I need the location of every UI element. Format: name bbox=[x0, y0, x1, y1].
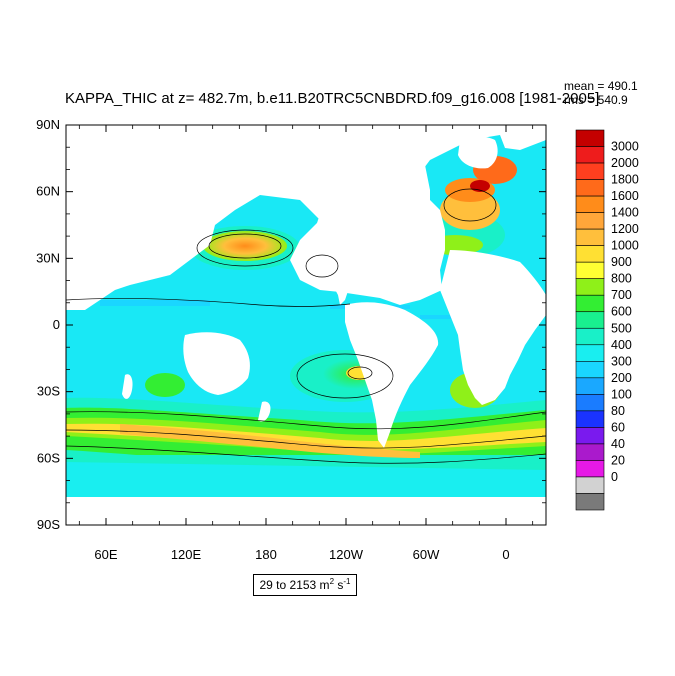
colorbar-swatch bbox=[575, 228, 605, 246]
y-tick-label: 90S bbox=[37, 517, 60, 532]
x-axis: 60E 120E 180 120W 60W 0 bbox=[78, 125, 534, 562]
colorbar-label: 500 bbox=[611, 321, 632, 335]
antarctica-land bbox=[66, 497, 546, 525]
y-tick-label: 30S bbox=[37, 384, 60, 399]
map-field bbox=[66, 125, 546, 525]
range-mid: s bbox=[334, 578, 344, 592]
contour-lines bbox=[66, 188, 546, 464]
colorbar-swatch bbox=[575, 195, 605, 213]
land-masses bbox=[66, 125, 546, 525]
y-tick-label: 60S bbox=[37, 450, 60, 465]
colorbar-label: 40 bbox=[611, 437, 625, 451]
colorbar-label: 400 bbox=[611, 338, 632, 352]
colorbar-swatch bbox=[575, 361, 605, 379]
colorbar-swatch bbox=[575, 377, 605, 395]
eurasia-land bbox=[66, 125, 546, 310]
greenland-land bbox=[458, 136, 498, 169]
colorbar-label: 900 bbox=[611, 255, 632, 269]
madagascar-land bbox=[122, 374, 133, 399]
colorbar-label: 700 bbox=[611, 288, 632, 302]
x-tick-label: 120E bbox=[171, 547, 202, 562]
colorbar-swatch bbox=[575, 129, 605, 147]
new-zealand-land bbox=[258, 401, 271, 422]
colorbar-label: 1400 bbox=[611, 206, 639, 220]
y-tick-label: 90N bbox=[36, 117, 60, 132]
colorbar-swatch bbox=[575, 294, 605, 313]
y-tick-label: 60N bbox=[36, 184, 60, 199]
colorbar-swatch bbox=[575, 261, 605, 279]
colorbar-swatch bbox=[575, 460, 605, 478]
colorbar-swatch bbox=[575, 493, 605, 511]
colorbar-label: 60 bbox=[611, 420, 625, 434]
colorbar-label: 1200 bbox=[611, 222, 639, 236]
range-sup2: -1 bbox=[343, 577, 351, 586]
colorbar-swatch bbox=[575, 311, 605, 329]
colorbar-label: 1000 bbox=[611, 239, 639, 253]
colorbar-swatch bbox=[575, 146, 605, 164]
colorbar-swatch bbox=[575, 443, 605, 461]
x-tick-label: 0 bbox=[502, 547, 509, 562]
colorbar-label: 300 bbox=[611, 354, 632, 368]
range-sup1: 2 bbox=[329, 577, 335, 586]
colorbar-swatch bbox=[575, 327, 605, 346]
colorbar-label: 1800 bbox=[611, 173, 639, 187]
south-america-land bbox=[345, 302, 439, 448]
colorbar-label: 2000 bbox=[611, 156, 639, 170]
colorbar: 3000200018001600140012001000900800700600… bbox=[575, 129, 639, 511]
x-tick-label: 180 bbox=[255, 547, 277, 562]
colorbar-label: 200 bbox=[611, 371, 632, 385]
y-tick-label: 0 bbox=[53, 317, 60, 332]
colorbar-label: 80 bbox=[611, 404, 625, 418]
colorbar-label: 800 bbox=[611, 272, 632, 286]
mean-stat: mean = 490.1 bbox=[564, 79, 638, 93]
y-tick-label: 30N bbox=[36, 250, 60, 265]
colorbar-swatch bbox=[575, 162, 605, 180]
colorbar-swatch bbox=[575, 410, 605, 428]
range-prefix: 29 to 2153 m bbox=[259, 578, 330, 592]
colorbar-label: 1600 bbox=[611, 189, 639, 203]
y-axis: 90N 60N 30N 0 30S 60S 90S bbox=[36, 117, 546, 532]
colorbar-swatch bbox=[575, 394, 605, 412]
x-tick-label: 120W bbox=[329, 547, 364, 562]
colorbar-label: 100 bbox=[611, 387, 632, 401]
colorbar-label: 20 bbox=[611, 453, 625, 467]
colorbar-swatch bbox=[575, 427, 605, 445]
x-tick-label: 60W bbox=[413, 547, 440, 562]
colorbar-swatch bbox=[575, 278, 605, 296]
colorbar-label: 600 bbox=[611, 305, 632, 319]
rms-stat: rms = 540.9 bbox=[564, 93, 628, 107]
colorbar-swatch bbox=[575, 245, 605, 263]
x-tick-label: 60E bbox=[94, 547, 117, 562]
australia-land bbox=[183, 332, 250, 395]
colorbar-label: 0 bbox=[611, 470, 618, 484]
north-america-land bbox=[310, 140, 430, 305]
africa-land bbox=[440, 250, 546, 405]
colorbar-swatch bbox=[575, 344, 605, 362]
colorbar-label: 3000 bbox=[611, 140, 639, 154]
chart-title: KAPPA_THIC at z= 482.7m, b.e11.B20TRC5CN… bbox=[65, 90, 599, 107]
data-range-label: 29 to 2153 m2 s-1 bbox=[253, 574, 357, 596]
southern-ocean-bands bbox=[66, 397, 546, 497]
colorbar-swatch bbox=[575, 179, 605, 197]
colorbar-swatch bbox=[575, 212, 605, 230]
colorbar-swatch bbox=[575, 476, 605, 494]
